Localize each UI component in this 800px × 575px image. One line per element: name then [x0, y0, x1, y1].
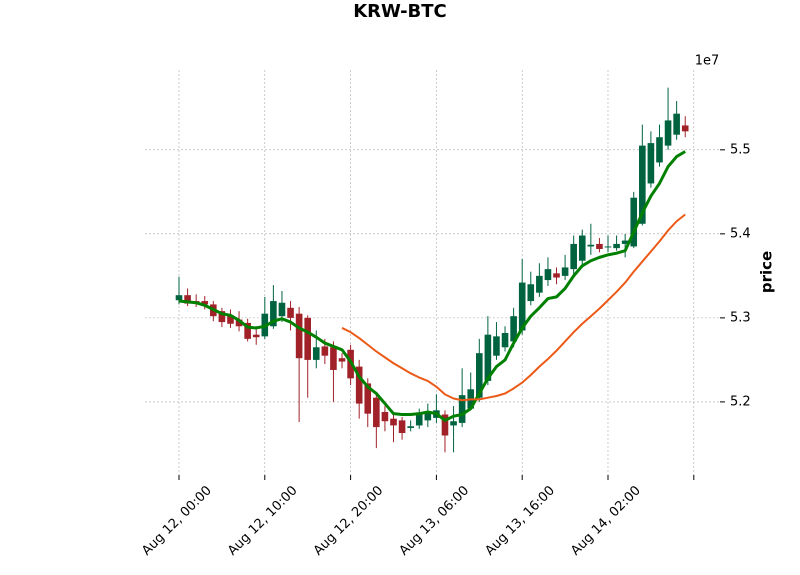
y-tick-label: 5.4 [730, 226, 751, 241]
candle-body [398, 420, 406, 433]
y-tick-label: 5.2 [730, 394, 751, 409]
candle-body [604, 246, 612, 248]
candle-body [312, 347, 320, 360]
moving-average-line [341, 213, 686, 402]
y-offset-label: 1e7 [695, 54, 720, 69]
candle-body [227, 315, 234, 324]
candle-body [544, 269, 552, 281]
candle-body [493, 336, 500, 356]
candle-body [647, 143, 655, 184]
candle-body [518, 282, 526, 331]
y-axis-label: price [758, 251, 776, 293]
candle-body [373, 397, 380, 428]
candle-body [295, 313, 303, 359]
candle-body [501, 332, 509, 348]
candle-body [553, 273, 560, 278]
candle-body [656, 137, 663, 163]
candle-body [201, 301, 209, 305]
x-tick-label: Aug 12, 20:00 [311, 483, 387, 559]
x-tick-label: Aug 14, 02:00 [568, 483, 644, 559]
candle-body [407, 426, 414, 428]
candle-body [304, 317, 311, 360]
candle-body [578, 235, 586, 261]
y-tick-label: 5.5 [730, 142, 751, 157]
candle-body [664, 120, 672, 146]
x-tick-label: Aug 13, 16:00 [482, 483, 558, 559]
candle-body [184, 295, 191, 304]
candle-body [390, 418, 397, 426]
candle-body [527, 284, 535, 302]
candle-body [673, 113, 680, 135]
candle-body [338, 358, 346, 362]
candle-body [484, 334, 492, 381]
candle-body [441, 414, 449, 436]
chart-title: KRW-BTC [353, 1, 447, 22]
y-tick-label: 5.3 [730, 310, 751, 325]
candle-body [476, 353, 483, 398]
candle-body [252, 334, 260, 338]
candle-body [510, 316, 517, 342]
candle-body [630, 197, 638, 247]
candle-body [355, 366, 363, 404]
candle-body [278, 302, 286, 317]
candle-body [287, 307, 294, 318]
candle-body [415, 414, 423, 426]
candle-body [587, 244, 595, 247]
x-tick-label: Aug 13, 06:00 [397, 483, 473, 559]
candle-body [561, 267, 569, 276]
candle-body [458, 395, 466, 423]
moving-average-line [178, 150, 686, 422]
candle-body [681, 125, 689, 132]
candle-body [244, 322, 251, 339]
candle-body [381, 411, 389, 422]
candle-body [235, 319, 243, 327]
x-tick-label: Aug 12, 00:00 [139, 483, 215, 559]
candle-body [424, 411, 432, 421]
candle-body [270, 301, 277, 327]
candle-body [175, 295, 183, 301]
candle-body [613, 243, 620, 249]
candle-body [450, 421, 457, 426]
candle-body [321, 346, 329, 356]
candle-body [330, 347, 337, 370]
candle-body [570, 243, 577, 270]
candle-body [536, 275, 543, 293]
x-tick-label: Aug 12, 10:00 [225, 483, 301, 559]
candle-body [364, 383, 372, 414]
candle-body [596, 243, 603, 249]
candle-body [218, 311, 226, 323]
candle-body [639, 145, 646, 224]
candle-body [621, 240, 629, 244]
